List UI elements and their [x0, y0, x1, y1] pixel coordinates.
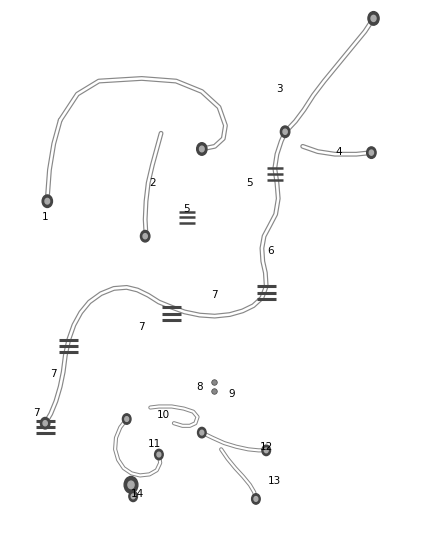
Circle shape [254, 497, 258, 502]
Text: 3: 3 [276, 84, 283, 94]
Circle shape [128, 481, 134, 489]
Circle shape [280, 126, 290, 138]
Text: 13: 13 [268, 475, 282, 486]
Circle shape [125, 417, 129, 422]
Circle shape [42, 195, 53, 207]
Circle shape [45, 198, 49, 204]
Circle shape [198, 427, 206, 438]
Text: 14: 14 [131, 489, 144, 499]
Circle shape [200, 146, 204, 152]
Text: 11: 11 [148, 439, 161, 449]
Circle shape [141, 230, 150, 242]
Circle shape [283, 129, 287, 134]
Circle shape [143, 233, 147, 239]
Circle shape [43, 421, 47, 426]
Circle shape [129, 491, 138, 502]
Circle shape [369, 150, 374, 155]
Text: 4: 4 [336, 147, 343, 157]
Circle shape [157, 452, 161, 457]
Circle shape [131, 494, 135, 499]
Text: 6: 6 [267, 246, 274, 256]
Text: 2: 2 [149, 178, 156, 188]
Text: 7: 7 [138, 321, 145, 332]
Text: 7: 7 [212, 290, 218, 300]
Circle shape [155, 449, 163, 460]
Circle shape [124, 477, 138, 493]
Text: 7: 7 [50, 369, 57, 378]
Circle shape [197, 143, 207, 155]
Text: 1: 1 [42, 212, 49, 222]
Circle shape [368, 12, 379, 25]
Text: 9: 9 [229, 390, 235, 399]
Text: 8: 8 [196, 382, 203, 392]
Circle shape [367, 147, 376, 158]
Circle shape [251, 494, 260, 504]
Circle shape [371, 15, 376, 21]
Circle shape [122, 414, 131, 424]
Circle shape [200, 430, 204, 435]
Text: 10: 10 [157, 410, 170, 421]
Text: 7: 7 [33, 408, 40, 418]
Circle shape [40, 417, 50, 429]
Text: 5: 5 [184, 204, 190, 214]
Text: 5: 5 [246, 178, 252, 188]
Circle shape [262, 445, 271, 456]
Text: 12: 12 [260, 442, 273, 451]
Circle shape [264, 448, 268, 453]
